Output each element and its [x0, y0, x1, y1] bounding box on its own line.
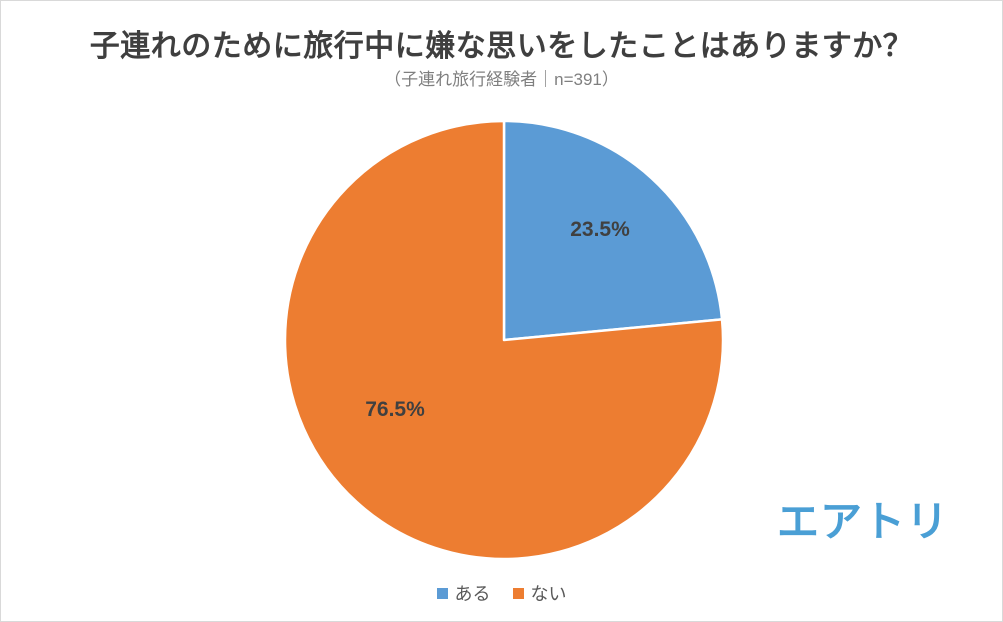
pie-slice-0 [502, 119, 724, 342]
chart-title: 子連れのために旅行中に嫌な思いをしたことはありますか？ [89, 30, 914, 63]
legend-label: ある [454, 584, 491, 604]
pie-slice-1 [283, 119, 725, 561]
legend-swatch-icon [512, 587, 524, 599]
legend-item-1: ない [512, 580, 567, 606]
chart-subtitle: （子連れ旅行経験者｜n=391） [384, 70, 619, 89]
pie-data-label-0: 23.5% [570, 218, 630, 241]
chart-legend: ある ない [1, 580, 1002, 606]
pie-data-label-1: 76.5% [365, 398, 425, 421]
legend-item-0: ある [436, 580, 491, 606]
legend-label: ない [530, 584, 567, 604]
legend-swatch-icon [436, 587, 448, 599]
airtrip-logo: エアトリ [776, 498, 949, 545]
